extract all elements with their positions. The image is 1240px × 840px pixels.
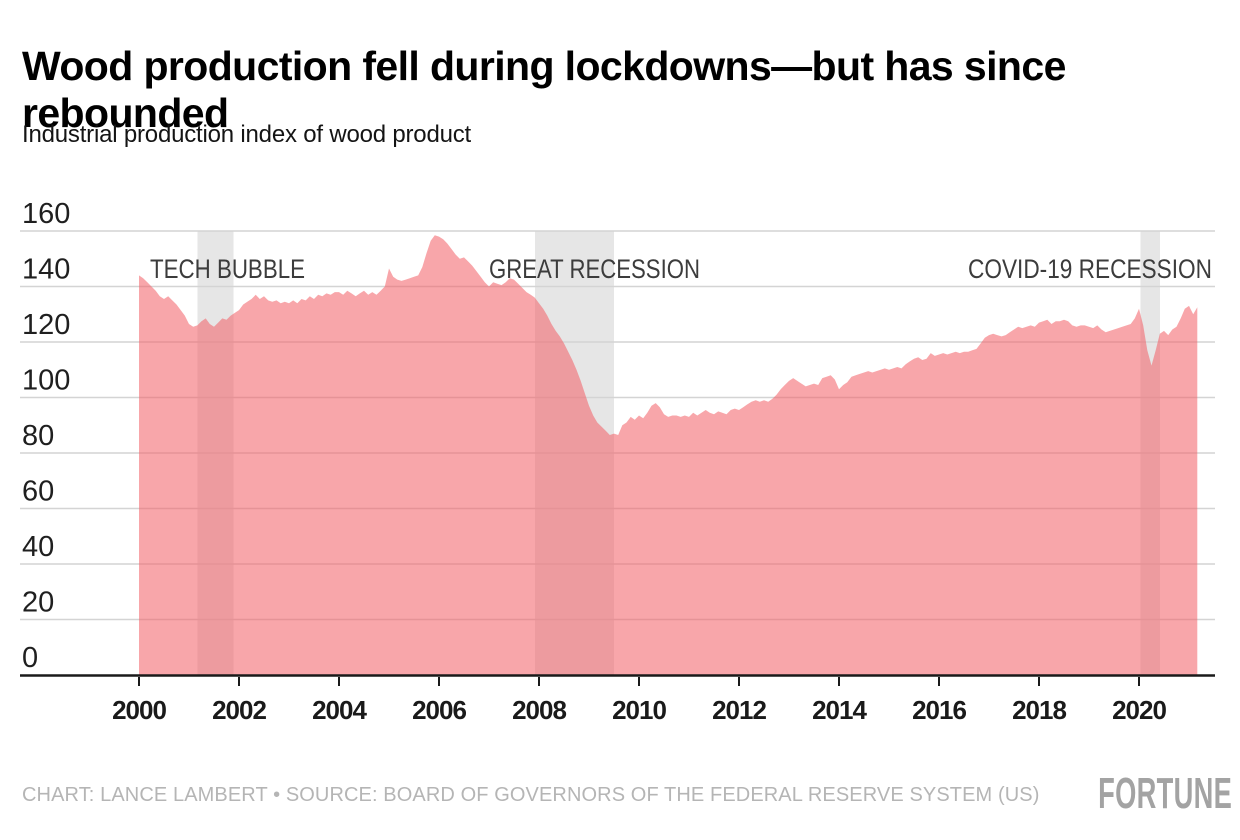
y-tick-label: 20 — [22, 587, 54, 619]
chart-subtitle: Industrial production index of wood prod… — [22, 121, 472, 148]
x-tick-label: 2008 — [512, 695, 566, 725]
x-tick-label: 2016 — [912, 695, 966, 725]
recession-label: GREAT RECESSION — [489, 254, 700, 284]
y-tick-label: 60 — [22, 476, 54, 508]
source-credit: CHART: LANCE LAMBERT • SOURCE: BOARD OF … — [22, 784, 1040, 806]
y-tick-label: 80 — [22, 420, 54, 452]
y-tick-label: 0 — [22, 642, 38, 674]
y-tick-label: 120 — [22, 309, 70, 341]
recession-label: TECH BUBBLE — [150, 254, 305, 284]
recession-label: COVID-19 RECESSION — [968, 254, 1212, 284]
x-tick-label: 2018 — [1012, 695, 1066, 725]
page-title: Wood production fell during lockdowns—bu… — [22, 43, 1066, 137]
x-tick-label: 2002 — [212, 695, 266, 725]
y-tick-label: 100 — [22, 365, 70, 397]
x-tick-label: 2006 — [412, 695, 466, 725]
area-series — [139, 235, 1198, 675]
x-tick-label: 2000 — [112, 695, 166, 725]
x-tick-label: 2004 — [312, 695, 367, 725]
x-tick-label: 2020 — [1112, 695, 1166, 725]
x-tick-label: 2010 — [612, 695, 666, 725]
y-tick-label: 140 — [22, 254, 70, 286]
y-tick-label: 40 — [22, 531, 54, 563]
x-tick-label: 2012 — [712, 695, 766, 725]
fortune-logo: FORTUNE — [1097, 769, 1232, 818]
y-tick-label: 160 — [22, 198, 70, 230]
x-tick-label: 2014 — [812, 695, 867, 725]
